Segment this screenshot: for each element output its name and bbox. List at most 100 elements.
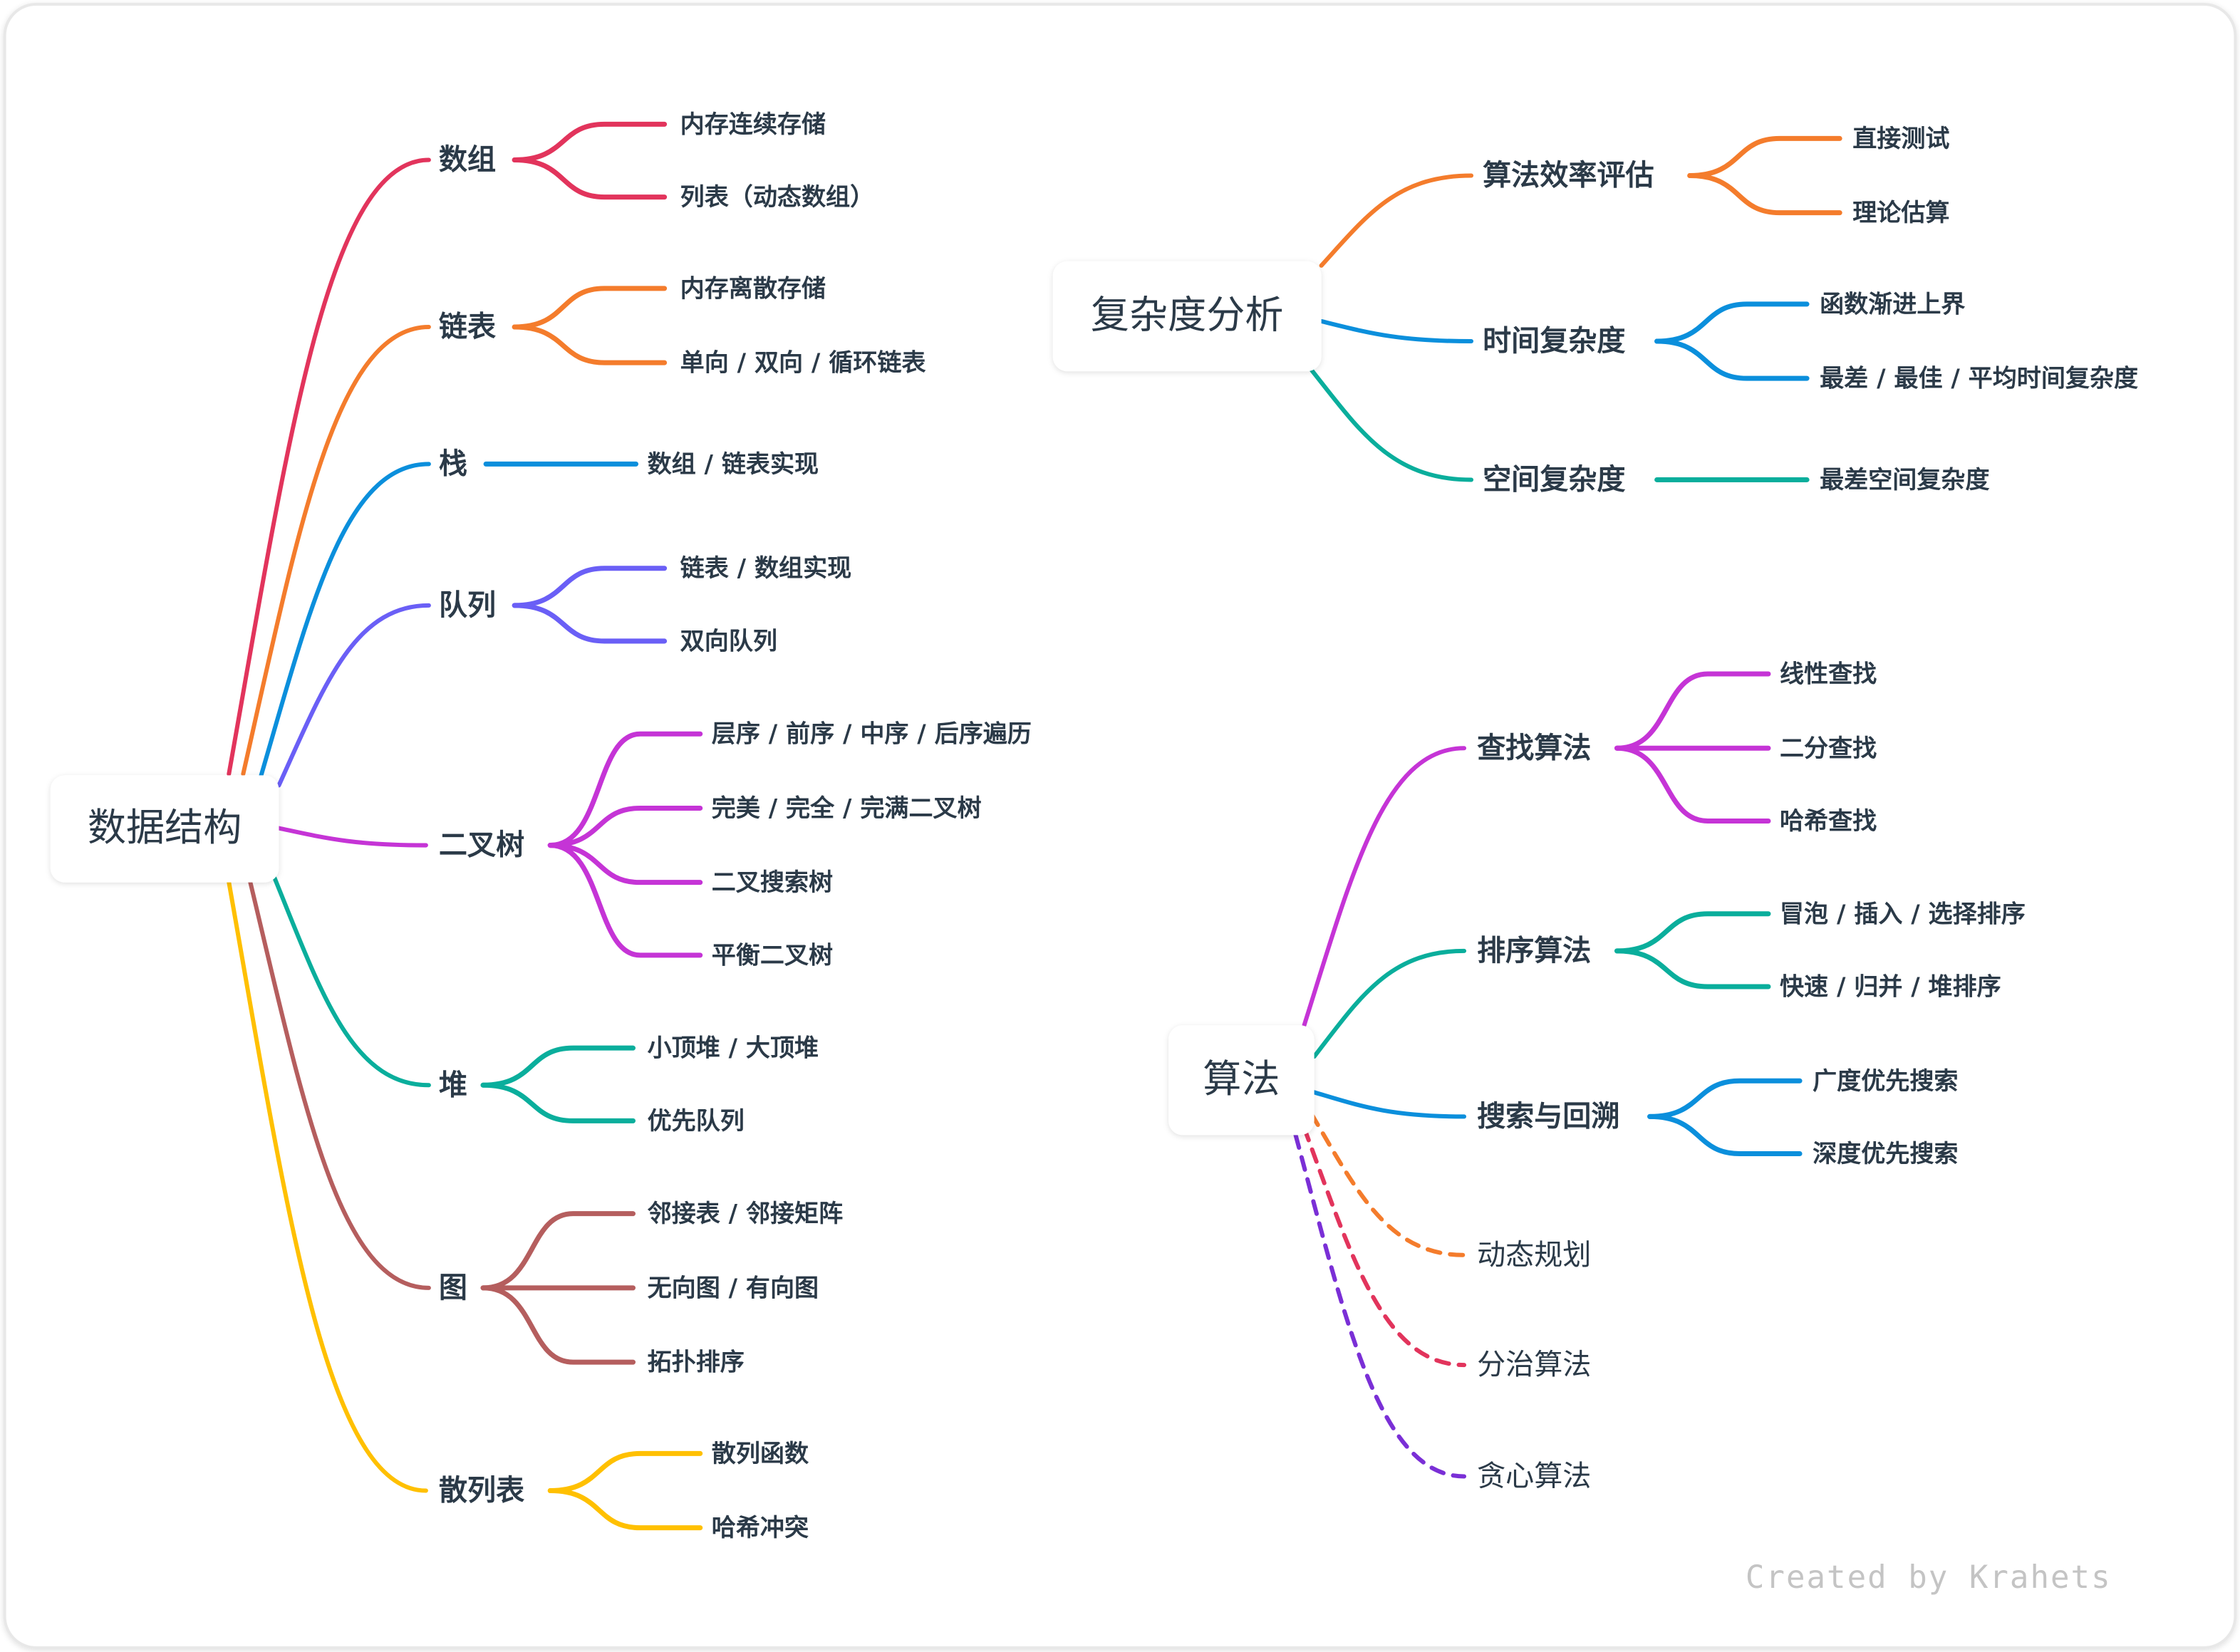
leaf-node-label[interactable]: 内存连续存储 (680, 110, 826, 139)
leaf-node-label[interactable]: 冒泡 / 插入 / 选择排序 (1780, 900, 2026, 928)
branch-node-label[interactable]: 图 (439, 1272, 467, 1304)
leaf-edge (547, 805, 703, 848)
branch-edge (1312, 948, 1467, 1059)
branch-node-label[interactable]: 堆 (439, 1069, 467, 1101)
leaf-node-label[interactable]: 完美 / 完全 / 完满二叉树 (712, 794, 982, 823)
leaf-node-label[interactable]: 广度优先搜索 (1813, 1067, 1958, 1096)
leaf-node-label[interactable]: 无向图 / 有向图 (648, 1274, 819, 1302)
branch-edge (1312, 1090, 1467, 1119)
leaf-edge (547, 843, 703, 958)
leaf-edge (480, 1082, 636, 1123)
branch-node-label[interactable]: 搜索与回溯 (1477, 1100, 1619, 1133)
leaf-node-label[interactable]: 平衡二叉树 (712, 941, 833, 970)
leaf-edge (1647, 1113, 1803, 1156)
branch-edge (1309, 368, 1474, 482)
branch-node-label[interactable]: 队列 (439, 589, 496, 622)
branch-node-label[interactable]: 空间复杂度 (1483, 463, 1625, 496)
leaf-node-label[interactable]: 快速 / 归并 / 堆排序 (1780, 972, 2001, 1001)
branch-node-label[interactable]: 时间复杂度 (1483, 325, 1625, 358)
leaf-edge (1654, 338, 1810, 381)
leaf-node-label[interactable]: 拓扑排序 (648, 1349, 745, 1377)
frame (3, 3, 2237, 1649)
leaf-node-label[interactable]: 优先队列 (648, 1107, 745, 1136)
leaf-node-label[interactable]: 线性查找 (1780, 660, 1877, 689)
branch-edge (1293, 1133, 1467, 1479)
branch-edge (1319, 318, 1474, 344)
branch-node-label[interactable]: 散列表 (439, 1475, 524, 1507)
leaf-edge (547, 843, 703, 885)
leaf-edge (547, 1450, 703, 1494)
leaf-node-label[interactable]: 直接测试 (1852, 125, 1949, 153)
branch-node-label[interactable]: 栈 (439, 447, 467, 480)
leaf-edge (512, 324, 668, 365)
leaf-edge (512, 286, 668, 330)
leaf-node-label[interactable]: 哈希查找 (1780, 807, 1877, 836)
leaf-edge (1687, 135, 1842, 179)
edges-layer (227, 121, 1842, 1531)
leaf-edge (480, 1211, 636, 1291)
leaf-node-label[interactable]: 双向队列 (680, 627, 777, 655)
leaf-node-label[interactable]: 小顶堆 / 大顶堆 (648, 1034, 819, 1063)
leaf-edge (1687, 173, 1842, 216)
branch-edge (276, 603, 431, 788)
branch-edge (1302, 746, 1467, 1028)
root-node-label[interactable]: 复杂度分析 (1091, 293, 1284, 338)
leaf-edge (512, 157, 668, 200)
root-node-label[interactable]: 数据结构 (88, 805, 242, 850)
leaf-node-label[interactable]: 邻接表 / 邻接矩阵 (648, 1200, 844, 1228)
leaf-node-label[interactable]: 层序 / 前序 / 中序 / 后序遍历 (712, 720, 1032, 749)
leaf-node-label[interactable]: 二叉搜索树 (712, 868, 833, 897)
branch-node-label[interactable]: 动态规划 (1477, 1239, 1591, 1272)
branch-edge (248, 880, 431, 1290)
leaf-edge (547, 731, 703, 848)
branch-node-label[interactable]: 链表 (439, 311, 496, 343)
leaf-node-label[interactable]: 二分查找 (1780, 734, 1877, 763)
leaf-node-label[interactable]: 哈希冲突 (712, 1514, 809, 1542)
branch-edge (276, 826, 428, 848)
branch-edge (227, 880, 428, 1493)
leaf-edge (480, 1285, 636, 1365)
leaf-node-label[interactable]: 函数渐进上界 (1820, 290, 1965, 318)
branch-edge (227, 157, 431, 776)
root-node-box[interactable] (1052, 261, 1322, 372)
leaf-edge (547, 1488, 703, 1531)
leaf-edge (1614, 911, 1771, 954)
branch-node-label[interactable]: 排序算法 (1477, 935, 1591, 967)
leaf-node-label[interactable]: 散列函数 (712, 1440, 809, 1468)
leaf-node-label[interactable]: 链表 / 数组实现 (680, 554, 852, 583)
leaf-edge (512, 603, 668, 644)
branch-node-label[interactable]: 贪心算法 (1477, 1460, 1591, 1492)
leaf-node-label[interactable]: 单向 / 双向 / 循环链表 (680, 349, 926, 378)
leaf-node-label[interactable]: 内存离散存储 (680, 274, 826, 303)
root-node-box[interactable] (1168, 1025, 1315, 1136)
leaf-node-label[interactable]: 理论估算 (1852, 199, 1949, 227)
root-node-box[interactable] (50, 775, 279, 883)
branch-edge (241, 324, 431, 776)
leaf-edge (1614, 745, 1771, 824)
leaf-node-label[interactable]: 最差空间复杂度 (1820, 466, 1989, 494)
leaf-node-label[interactable]: 深度优先搜索 (1813, 1140, 1958, 1168)
root-node-label[interactable]: 算法 (1203, 1056, 1280, 1101)
leaf-edge (1647, 1078, 1803, 1119)
branch-node-label[interactable]: 二叉树 (439, 829, 524, 862)
branch-edge (258, 462, 431, 781)
branch-edge (1309, 1111, 1467, 1257)
leaf-node-label[interactable]: 数组 / 链表实现 (648, 450, 819, 479)
leaf-node-label[interactable]: 列表（动态数组） (680, 183, 875, 212)
branch-node-label[interactable]: 数组 (439, 143, 496, 176)
leaf-node-label[interactable]: 最差 / 最佳 / 平均时间复杂度 (1820, 365, 2138, 393)
leaf-edge (512, 121, 668, 162)
branch-edge (1302, 1126, 1467, 1368)
leaf-edge (480, 1045, 636, 1088)
branch-node-label[interactable]: 分治算法 (1477, 1349, 1591, 1381)
leaf-edge (1654, 301, 1810, 344)
branch-node-label[interactable]: 算法效率评估 (1483, 160, 1654, 192)
branch-edge (1319, 173, 1474, 268)
branch-node-label[interactable]: 查找算法 (1477, 732, 1591, 764)
leaf-edge (1614, 948, 1771, 989)
